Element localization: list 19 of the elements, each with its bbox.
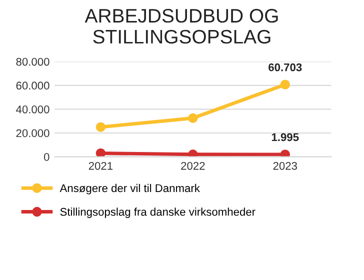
data-label: 60.703 [268,63,302,72]
x-tick-label: 2022 [181,162,205,170]
x-tick-label: 2023 [273,162,298,170]
y-tick-label: 40.000 [16,105,50,114]
y-tick-label: 60.000 [16,82,50,90]
point [96,122,106,132]
y-tick-label: 80.000 [16,58,50,66]
point [96,148,106,157]
chart-title: ARBEJDSUDBUD OG STILLINGSOPSLAG [84,8,278,44]
point [280,80,290,90]
legend-label: Ansøgere der vil til Danmark [60,184,200,194]
point [280,150,290,157]
point [188,113,198,123]
x-tick-label: 2021 [88,162,113,170]
legend-label: Stillingsopslag fra danske virksomheder [60,208,256,218]
point [188,150,198,157]
y-tick-label: 0 [44,153,50,161]
data-label: 1.995 [272,133,299,142]
y-tick-label: 20.000 [16,129,50,138]
